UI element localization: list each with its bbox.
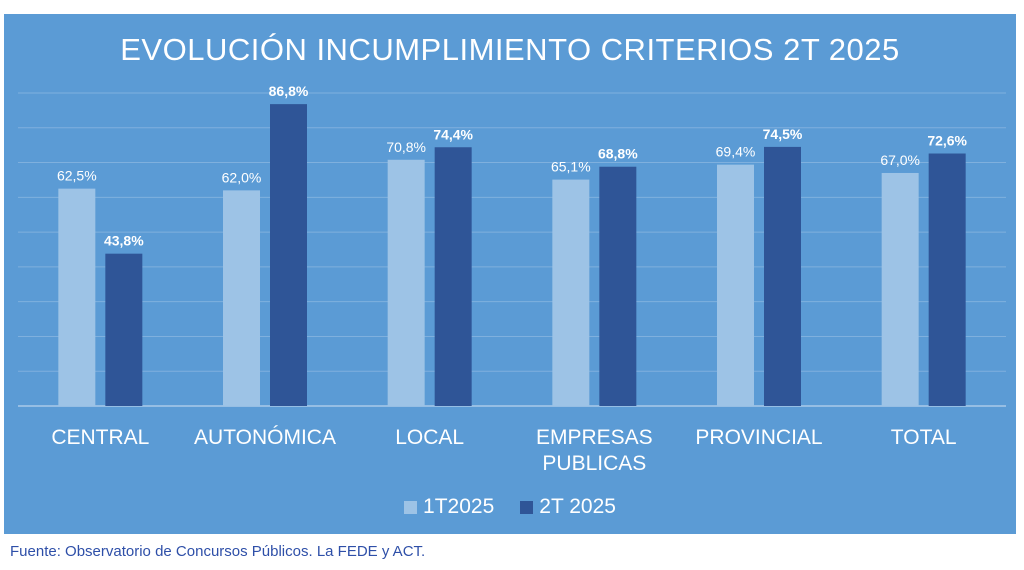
data-label: 86,8% [269,83,309,99]
category-label: EMPRESAS [536,426,653,449]
bar-2t2025-2 [434,147,472,406]
chart-legend: 1T2025 2T 2025 [4,495,1016,519]
data-label: 74,4% [433,126,473,142]
bar-2t2025-0 [105,253,143,406]
bar-1t2025-1 [223,190,260,406]
legend-item-1t2025: 1T2025 [404,495,494,519]
chart-panel: EVOLUCIÓN INCUMPLIMIENTO CRITERIOS 2T 20… [4,14,1016,534]
data-label: 69,4% [716,144,756,160]
category-label: TOTAL [891,426,957,449]
data-label: 67,0% [880,152,920,168]
data-label: 62,5% [57,168,97,184]
legend-label-1t2025: 1T2025 [423,495,495,518]
category-label: CENTRAL [51,426,149,449]
data-label: 62,0% [222,169,262,185]
bar-2t2025-3 [599,166,637,406]
data-label: 72,6% [927,133,967,149]
bar-1t2025-5 [881,172,919,406]
legend-swatch-2t2025 [520,500,534,514]
category-label: LOCAL [395,426,464,449]
category-label: PROVINCIAL [695,426,822,449]
bar-chart-svg: 62,5% 43,8% CENTRAL 62,0% 86,8% AUTONÓMICA 70,… [18,83,1006,475]
bar-2t2025-5 [928,153,966,406]
data-label: 70,8% [386,139,426,155]
data-label: 74,5% [763,126,803,142]
legend-swatch-1t2025 [404,500,418,514]
chart-title: EVOLUCIÓN INCUMPLIMIENTO CRITERIOS 2T 20… [120,32,900,67]
bar-1t2025-3 [552,179,590,406]
data-label: 43,8% [104,233,144,249]
bar-1t2025-2 [387,159,425,406]
source-note: Fuente: Observatorio de Concursos Públic… [10,543,426,560]
bar-1t2025-4 [717,164,754,406]
data-label: 68,8% [598,146,638,162]
bar-2t2025-4 [764,146,801,406]
category-label: AUTONÓMICA [194,426,336,449]
legend-item-2t2025: 2T 2025 [520,495,616,519]
legend-label-2t2025: 2T 2025 [539,495,616,518]
bar-2t2025-1 [270,104,307,406]
category-label: PUBLICAS [542,452,646,475]
data-label: 65,1% [551,159,591,175]
bar-1t2025-0 [58,188,96,406]
